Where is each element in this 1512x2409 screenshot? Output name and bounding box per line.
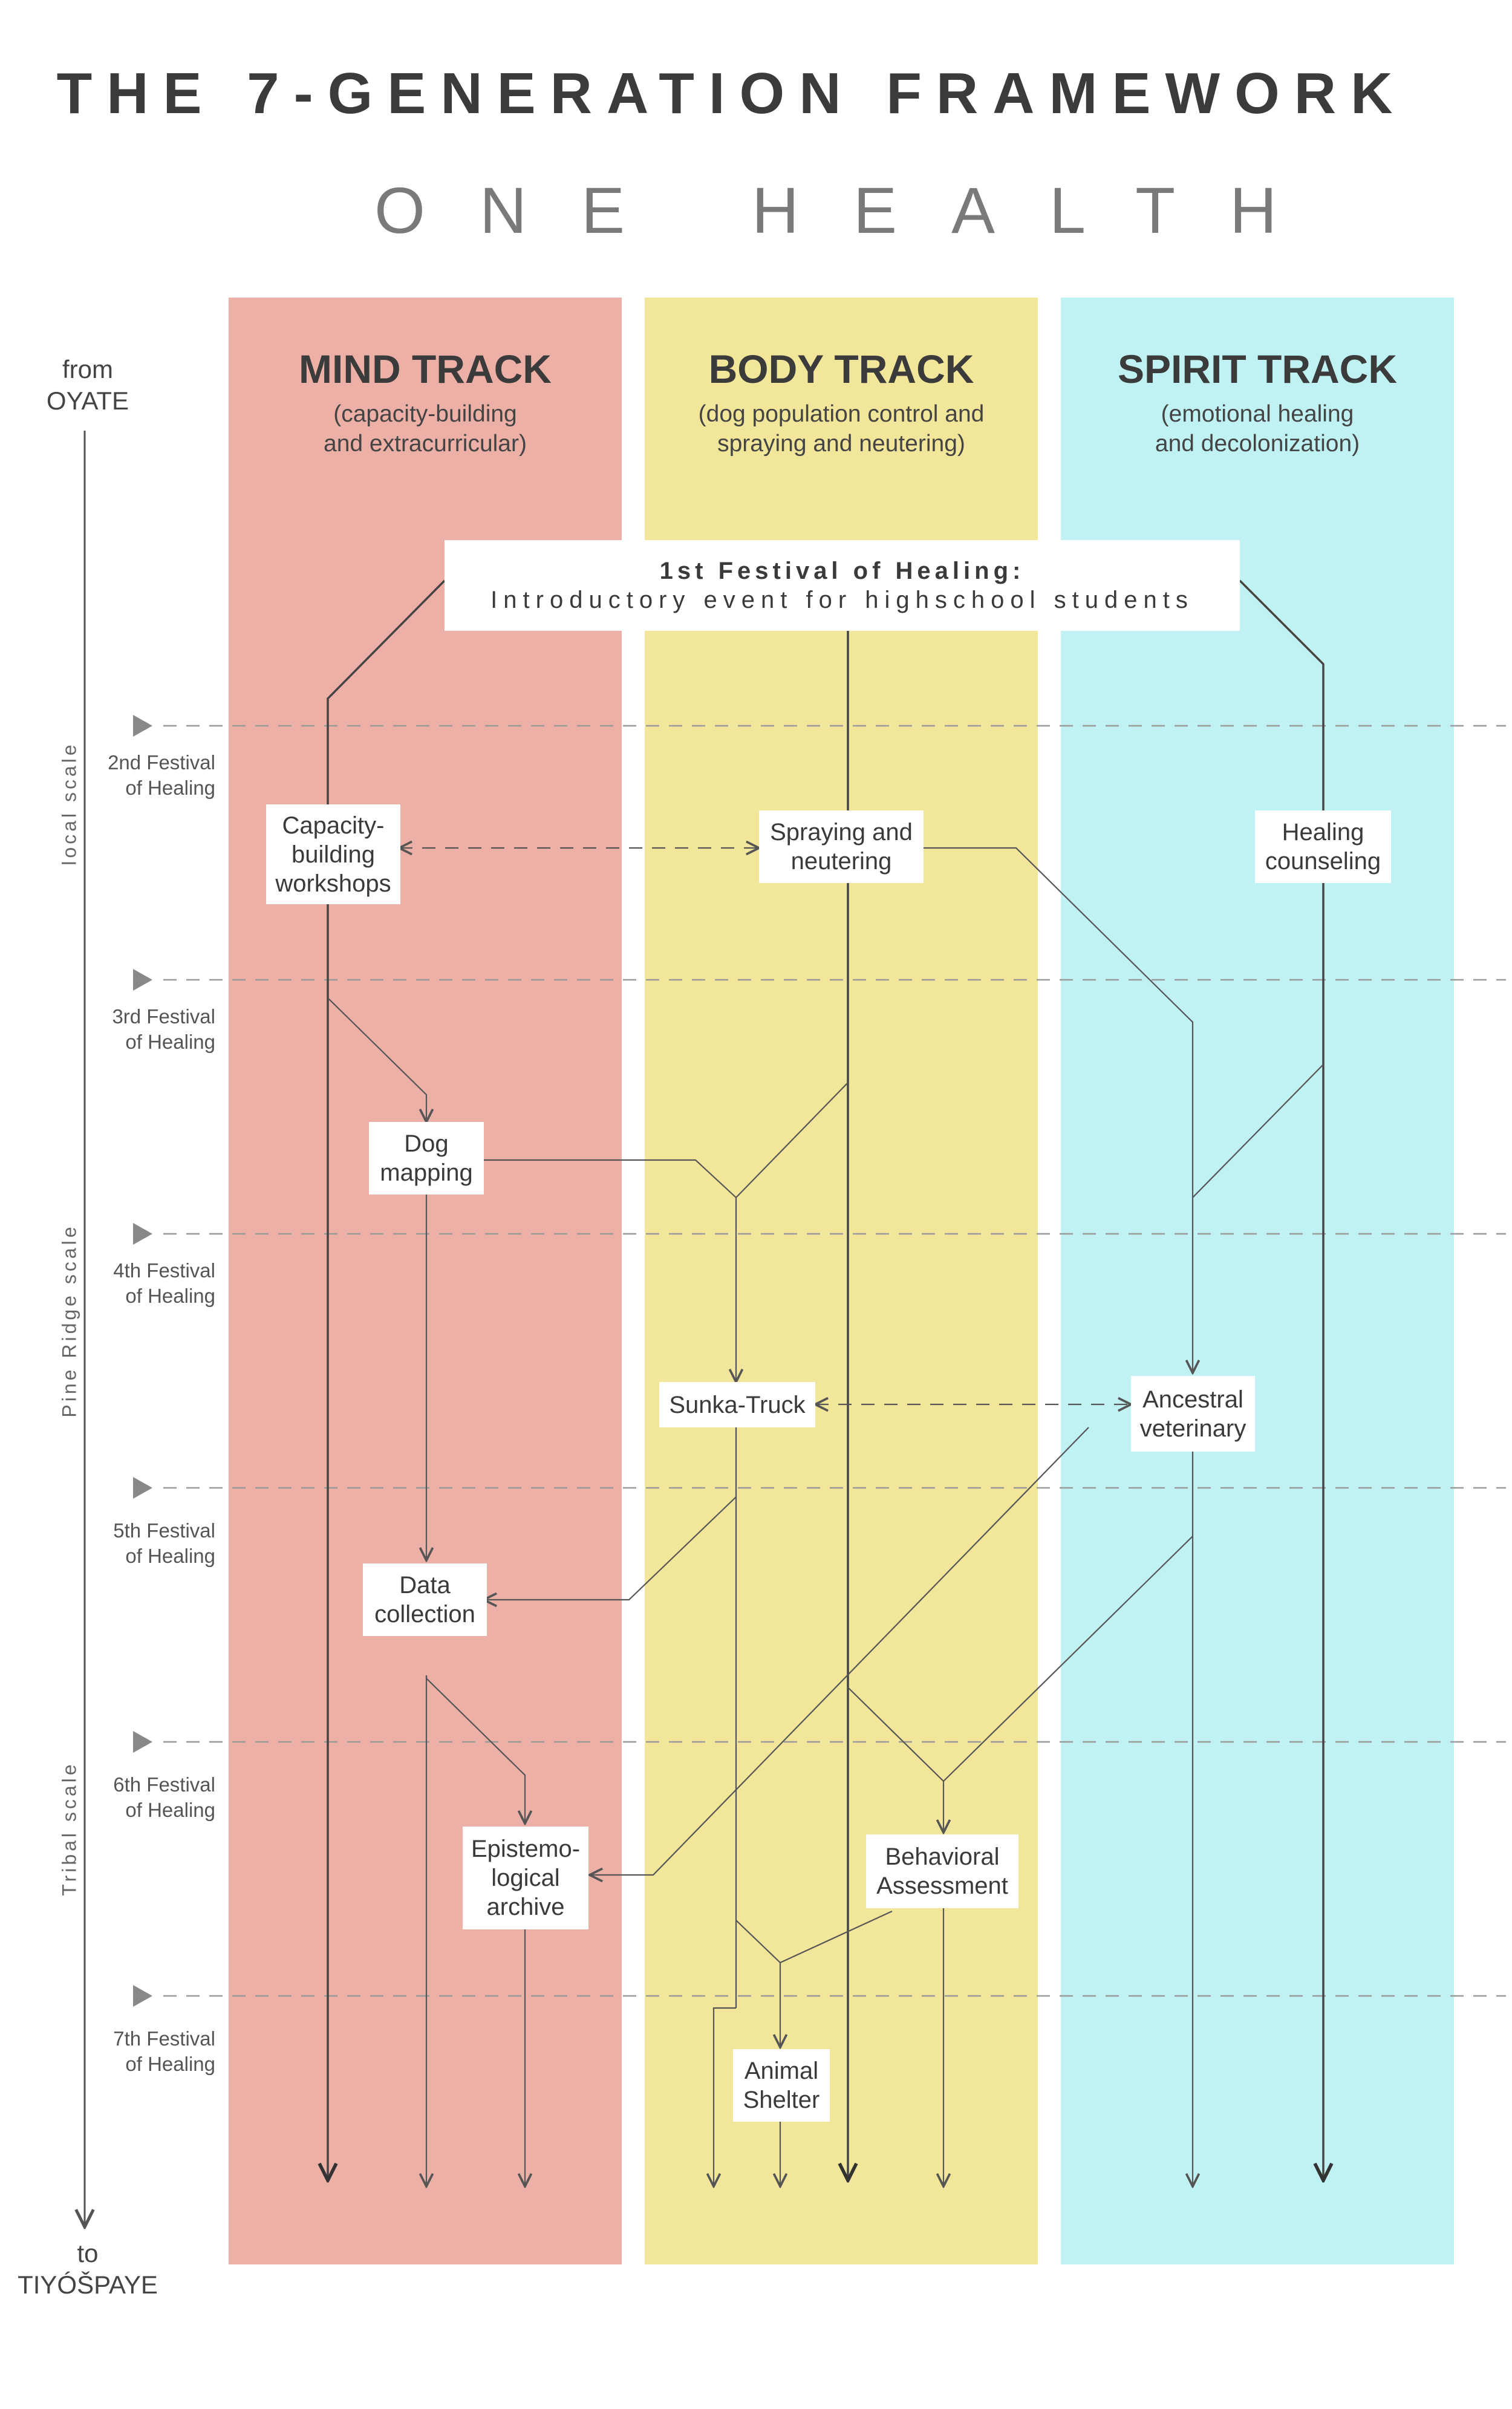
- sunka-to-shelter: [735, 1920, 781, 1963]
- spirit-track-title: SPIRIT TRACK: [1118, 347, 1397, 391]
- gen-marker-2: [133, 715, 152, 737]
- spirit-branch-to-ancestral: [1192, 1064, 1324, 1198]
- spirit-track-subtitle: (emotional healing and decolonization): [1155, 401, 1360, 457]
- pine-ridge-scale-label: Pine Ridge scale: [58, 1224, 80, 1418]
- sunka-truck-node: Sunka-Truck: [659, 1382, 815, 1427]
- capacity-building-node: Capacity-building workshops: [266, 804, 400, 904]
- behavioral-to-shelter: [780, 1911, 893, 1963]
- mind-track-subtitle: (capacity-building and extracurricular): [324, 401, 527, 457]
- gen-marker-4: [133, 1223, 152, 1245]
- capacity-to-dogmapping: [327, 997, 426, 1122]
- data-to-episte: [425, 1675, 525, 1824]
- gen-label-7: 7th Festival of Healing: [113, 2027, 215, 2075]
- gen-label-6: 6th Festival of Healing: [113, 1773, 215, 1821]
- tribal-scale-label: Tribal scale: [58, 1761, 80, 1896]
- spirit-to-behavioral: [943, 1536, 1193, 1782]
- ancestral-veterinary-node: Ancestral veterinary: [1131, 1376, 1255, 1452]
- gen-marker-3: [133, 969, 152, 991]
- body-to-behavioral: [847, 1687, 943, 1833]
- epistemological-archive-node: Epistemo-logical archive: [463, 1827, 588, 1929]
- animal-shelter-node: Animal Shelter: [733, 2049, 830, 2122]
- body-branch-to-junction: [735, 1082, 849, 1198]
- first-festival-banner: 1st Festival of Healing: Introductory ev…: [445, 540, 1240, 631]
- body-track-title: BODY TRACK: [708, 347, 974, 391]
- body-track-subtitle: (dog population control and spraying and …: [698, 401, 985, 457]
- gen-marker-5: [133, 1477, 152, 1499]
- to-label: to TIYÓŠPAYE: [18, 2239, 158, 2299]
- healing-counseling-node: Healing counseling: [1255, 810, 1391, 883]
- sunka-bottom-split: [714, 2007, 736, 2186]
- spraying-neutering-node: Spraying and neutering: [759, 810, 924, 883]
- behavioral-assessment-node: Behavioral Assessment: [866, 1834, 1018, 1908]
- ancestral-to-episte: [590, 1427, 1089, 1875]
- dogmapping-to-junction: [484, 1159, 737, 1198]
- gen-label-3: 3rd Festival of Healing: [112, 1005, 215, 1053]
- gen-marker-7: [133, 1985, 152, 2007]
- body-to-data: [484, 1496, 737, 1600]
- gen-label-4: 4th Festival of Healing: [113, 1259, 215, 1307]
- page-subtitle: ONE HEALTH: [374, 174, 1332, 247]
- gen-marker-6: [133, 1731, 152, 1753]
- data-collection-node: Data collection: [363, 1563, 487, 1636]
- mind-track-title: MIND TRACK: [299, 347, 552, 391]
- gen-label-5: 5th Festival of Healing: [113, 1519, 215, 1567]
- mind-main-line: [328, 579, 446, 2180]
- gen-label-2: 2nd Festival of Healing: [108, 751, 215, 799]
- local-scale-label: local scale: [58, 742, 80, 865]
- dog-mapping-node: Dog mapping: [369, 1122, 484, 1195]
- spraying-to-ancestral: [922, 847, 1193, 1373]
- spirit-main-line: [1239, 579, 1323, 2180]
- from-label: from OYATE: [46, 355, 129, 415]
- page-title: THE 7-GENERATION FRAMEWORK: [56, 61, 1407, 126]
